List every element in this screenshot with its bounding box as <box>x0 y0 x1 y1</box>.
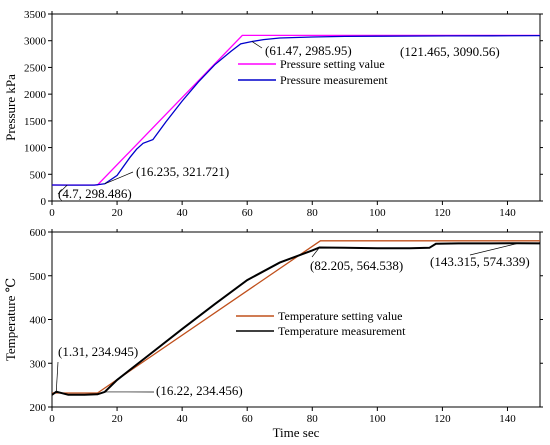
series-line-2 <box>51 34 541 186</box>
annotation-label: (82.205, 564.538) <box>310 258 403 273</box>
y-axis-title: Temperature ℃ <box>3 278 18 361</box>
x-tick-label: 60 <box>242 207 254 219</box>
y-tick-label: 500 <box>30 271 47 283</box>
annotation-label: (4.7, 298.486) <box>58 186 132 201</box>
y-tick-label: 600 <box>30 227 47 239</box>
x-tick-label: 60 <box>242 413 254 425</box>
annotation-leader <box>55 361 59 392</box>
y-tick-label: 500 <box>30 169 47 181</box>
y-tick-label: 200 <box>30 402 47 414</box>
annotation-leader <box>104 171 134 185</box>
x-axis-title: Time sec <box>273 425 320 440</box>
x-tick-label: 140 <box>499 207 516 219</box>
y-tick-label: 2500 <box>24 62 47 74</box>
series-line-1 <box>52 240 540 394</box>
x-tick-label: 20 <box>112 207 124 219</box>
annotation-label: (1.31, 234.945) <box>58 344 138 359</box>
legend-label-1: Pressure setting value <box>280 57 385 71</box>
chart-panel-1: 0 20 40 60 80 100 120 140 0 500 1000 1500 2000 2500 30… <box>3 9 543 219</box>
y-axis-title: Pressure kPa <box>3 74 18 141</box>
y-tick-label: 1000 <box>24 143 47 155</box>
x-tick-label: 120 <box>434 413 451 425</box>
annotation-leader <box>251 41 263 49</box>
x-tick-label: 20 <box>112 413 124 425</box>
x-tick-label: 40 <box>177 413 189 425</box>
annotation-label: (61.47, 2985.95) <box>265 43 352 58</box>
x-tick-label: 80 <box>307 207 319 219</box>
x-tick-label: 100 <box>369 413 386 425</box>
y-tick-label: 400 <box>30 315 47 327</box>
x-tick-label: 140 <box>499 413 516 425</box>
annotation-label: (16.235, 321.721) <box>136 164 229 179</box>
y-tick-label: 3000 <box>24 36 47 48</box>
annotation-label: (121.465, 3090.56) <box>400 44 500 59</box>
annotation-leader <box>311 247 320 258</box>
y-tick-label: 0 <box>41 196 47 208</box>
annotation-leader <box>57 184 68 195</box>
y-tick-label: 3500 <box>24 9 47 21</box>
legend-label-1: Temperature setting value <box>278 309 402 323</box>
x-tick-label: 100 <box>369 207 386 219</box>
y-tick-label: 2000 <box>24 89 47 101</box>
plot-frame <box>51 13 541 202</box>
annotation-leader <box>469 242 519 256</box>
x-tick-label: 80 <box>307 413 319 425</box>
y-tick-label: 1500 <box>24 116 47 128</box>
legend-label-2: Temperature measurement <box>278 324 406 338</box>
legend-label-2: Pressure measurement <box>280 73 388 87</box>
chart-panel-2: 0 20 40 60 80 100 120 140 200 300 400 500 600 Tempera… <box>3 227 543 440</box>
x-tick-label: 40 <box>177 207 189 219</box>
x-tick-label: 0 <box>49 207 55 219</box>
y-tick-label: 300 <box>30 358 47 370</box>
x-tick-label: 120 <box>434 207 451 219</box>
series-line-2 <box>51 242 541 396</box>
annotation-label: (16.22, 234.456) <box>156 383 243 398</box>
x-tick-label: 0 <box>49 413 55 425</box>
annotation-label: (143.315, 574.339) <box>430 254 530 269</box>
